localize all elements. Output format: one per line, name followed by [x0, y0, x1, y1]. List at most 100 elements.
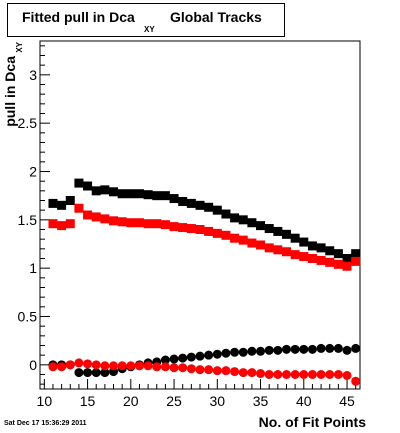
- data-point-square: [109, 216, 119, 226]
- data-point-square: [57, 221, 67, 231]
- data-point-square: [204, 202, 214, 212]
- data-point-square: [117, 189, 127, 199]
- data-point-square: [247, 218, 257, 228]
- data-point-circle: [212, 366, 222, 376]
- data-point-square: [152, 219, 162, 229]
- data-point-circle: [204, 350, 214, 360]
- data-point-circle: [178, 353, 188, 363]
- data-point-square: [290, 233, 300, 243]
- data-point-square: [100, 185, 110, 195]
- x-axis-label: No. of Fit Points: [259, 414, 367, 430]
- data-point-circle: [48, 362, 58, 372]
- data-point-circle: [204, 365, 214, 375]
- data-point-square: [48, 198, 58, 208]
- data-point-square: [212, 228, 222, 238]
- data-point-circle: [83, 359, 93, 369]
- data-point-circle: [264, 370, 274, 379]
- data-point-circle: [230, 367, 240, 377]
- data-point-square: [83, 210, 93, 220]
- y-tick-label: 0.5: [18, 309, 38, 325]
- x-tick-label: 45: [339, 393, 355, 409]
- data-point-circle: [100, 361, 110, 371]
- data-point-circle: [273, 370, 283, 379]
- data-point-square: [143, 190, 153, 200]
- data-point-circle: [299, 344, 309, 354]
- data-point-square: [264, 224, 274, 234]
- data-point-circle: [160, 362, 170, 372]
- data-point-square: [178, 196, 188, 206]
- data-point-square: [247, 238, 257, 248]
- data-point-square: [307, 241, 317, 251]
- y-tick-label: 2: [29, 164, 37, 180]
- data-point-square: [342, 261, 352, 271]
- data-point-square: [316, 255, 326, 265]
- data-point-square: [290, 250, 300, 260]
- x-tick-label: 40: [296, 393, 312, 409]
- data-point-square: [221, 209, 231, 219]
- y-tick-label: 2.5: [18, 115, 38, 131]
- data-point-square: [238, 235, 248, 245]
- data-point-square: [204, 226, 214, 236]
- data-point-circle: [230, 347, 240, 357]
- data-point-circle: [325, 343, 335, 353]
- data-point-square: [195, 225, 205, 234]
- data-point-square: [186, 224, 196, 234]
- data-point-square: [256, 240, 266, 250]
- data-point-square: [299, 237, 309, 247]
- data-point-circle: [195, 365, 205, 375]
- y-tick-label: 1: [29, 260, 37, 276]
- data-point-circle: [281, 344, 291, 354]
- data-point-circle: [342, 345, 352, 355]
- chart-title-box: Fitted pull in Dca XY Global Tracks: [7, 3, 285, 37]
- x-tick-label: 20: [123, 393, 139, 409]
- data-point-square: [134, 218, 144, 228]
- data-point-circle: [307, 344, 317, 354]
- data-point-circle: [351, 343, 361, 353]
- data-point-square: [281, 229, 291, 239]
- data-point-circle: [91, 360, 101, 370]
- data-point-circle: [109, 361, 119, 371]
- data-point-square: [342, 254, 352, 263]
- data-point-square: [143, 219, 153, 229]
- data-point-circle: [74, 368, 84, 378]
- data-point-square: [91, 186, 101, 196]
- data-point-circle: [351, 376, 361, 386]
- chart-title-suffix: Global Tracks: [170, 9, 262, 25]
- data-point-square: [264, 243, 274, 253]
- data-point-circle: [91, 368, 101, 378]
- data-point-square: [273, 245, 283, 255]
- data-point-square: [230, 233, 240, 243]
- x-tick-label: 35: [253, 393, 269, 409]
- data-point-square: [238, 215, 248, 225]
- data-point-circle: [342, 370, 352, 380]
- data-point-square: [325, 257, 335, 267]
- data-point-square: [48, 219, 58, 229]
- x-tick-label: 15: [80, 393, 96, 409]
- x-tick-label: 10: [37, 393, 53, 409]
- data-point-square: [195, 200, 205, 210]
- data-point-square: [160, 191, 170, 201]
- x-tick-label: 30: [210, 393, 226, 409]
- y-axis-label: pull in Dca: [2, 56, 18, 127]
- data-point-square: [57, 200, 67, 210]
- data-point-square: [299, 252, 309, 262]
- data-point-square: [134, 189, 144, 199]
- data-point-circle: [247, 368, 257, 378]
- data-point-circle: [290, 370, 300, 379]
- data-point-circle: [126, 361, 136, 371]
- data-point-circle: [186, 364, 196, 374]
- data-point-circle: [333, 343, 343, 353]
- data-point-square: [100, 214, 110, 224]
- data-point-circle: [169, 363, 179, 373]
- data-point-square: [221, 230, 231, 240]
- data-point-circle: [256, 369, 266, 379]
- data-point-square: [74, 178, 84, 188]
- data-point-circle: [160, 355, 170, 365]
- data-point-square: [91, 212, 101, 222]
- data-point-circle: [152, 362, 162, 372]
- data-point-circle: [256, 346, 266, 356]
- y-tick-label: 3: [29, 67, 37, 83]
- data-point-square: [109, 187, 119, 197]
- data-point-square: [333, 259, 343, 269]
